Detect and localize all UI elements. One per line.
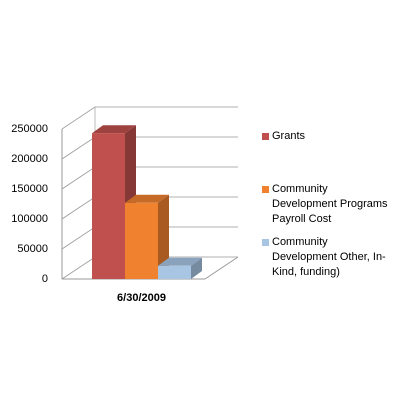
y-tick-label: 150000 (11, 183, 48, 195)
grid-line (61, 166, 238, 190)
grid-line (61, 106, 238, 130)
y-tick-label: 50000 (17, 243, 48, 255)
legend-label: Community Development Programs Payroll C… (272, 183, 388, 225)
bar-top (125, 194, 169, 203)
x-tick-label: 6/30/2009 (117, 292, 166, 304)
legend-item: Community Development Other, In-Kind, fu… (262, 235, 392, 280)
legend-item: Community Development Programs Payroll C… (262, 182, 392, 227)
y-tick-label: 100000 (11, 213, 48, 225)
bar (125, 202, 158, 279)
legend-label: Grants (272, 130, 306, 142)
bar-side (191, 257, 202, 279)
y-tick-label: 0 (42, 273, 48, 285)
legend-label: Community Development Other, In-Kind, fu… (272, 236, 386, 278)
bar-side (158, 194, 169, 279)
legend-swatch (262, 239, 269, 246)
floor-edge (204, 256, 239, 280)
y-tick-label: 250000 (11, 123, 48, 135)
grid-line (61, 136, 238, 160)
legend-item: Grants (262, 129, 392, 144)
bar (92, 133, 125, 279)
y-tick-label: 200000 (11, 153, 48, 165)
bar-top (158, 257, 202, 266)
legend-swatch (262, 186, 269, 193)
legend-swatch (262, 133, 269, 140)
bar (158, 265, 191, 279)
bar-top (92, 125, 136, 134)
